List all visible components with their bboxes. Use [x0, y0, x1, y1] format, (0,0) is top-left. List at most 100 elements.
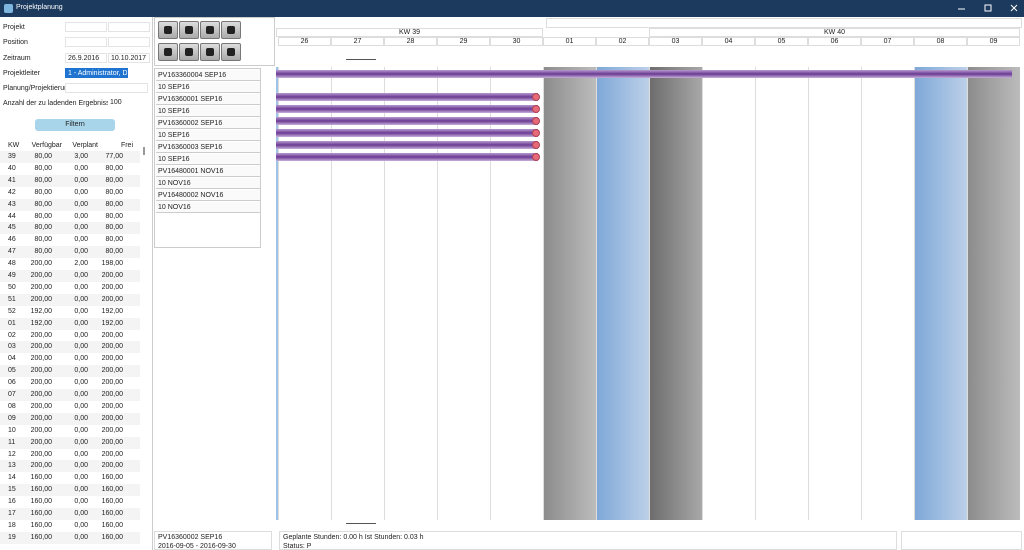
cell: 43	[8, 200, 16, 208]
cell: 0,00	[74, 343, 88, 351]
cell: 0,00	[74, 188, 88, 196]
toolbar-button[interactable]	[158, 21, 178, 39]
cell: 04	[8, 355, 16, 363]
bar	[276, 93, 538, 101]
input[interactable]	[65, 37, 107, 47]
input[interactable]: 100	[108, 98, 150, 108]
cell: 200,00	[101, 367, 123, 375]
cell: 200,00	[30, 355, 52, 363]
cell: 80,00	[34, 188, 52, 196]
task-item[interactable]: PV16360001 SEP16	[156, 94, 260, 105]
cell: 160,00	[30, 498, 52, 506]
toolbar-button[interactable]	[200, 43, 220, 61]
cell: 0,00	[74, 200, 88, 208]
input[interactable]	[108, 22, 150, 32]
cell: 80,00	[105, 212, 123, 220]
cell: 200,00	[101, 450, 123, 458]
task-item[interactable]: PV163360004 SEP16	[156, 70, 260, 81]
cell: 160,00	[30, 474, 52, 482]
task-item[interactable]: PV16360003 SEP16	[156, 142, 260, 153]
h-scroll-thumb[interactable]	[346, 59, 376, 60]
cell: 192,00	[30, 319, 52, 327]
toolbar-button[interactable]	[179, 43, 199, 61]
table-row: 14 160,00 0,00 160,00	[0, 472, 140, 484]
status-hours: Geplante Stunden: 0.00 h Ist Stunden: 0.…	[283, 534, 424, 541]
today-line	[276, 67, 278, 520]
select[interactable]: 1 - Administrator, DB	[65, 68, 128, 78]
day-column	[384, 67, 437, 520]
cell: 49	[8, 272, 16, 279]
task-item[interactable]: 10 NOV16	[156, 178, 260, 189]
column-header: KW	[8, 142, 20, 149]
cell: 0,00	[74, 224, 88, 232]
table-row: 44 80,00 0,00 80,00	[0, 211, 140, 223]
cell: 2,00	[74, 260, 88, 268]
cell: 80,00	[34, 176, 52, 184]
task-item[interactable]: 10 SEP16	[156, 106, 260, 117]
toolbar-button[interactable]	[221, 43, 241, 61]
cell: 16	[8, 498, 16, 506]
task-item[interactable]: PV16360002 SEP16	[156, 118, 260, 129]
cell: 200,00	[30, 462, 52, 470]
cell: 3,00	[74, 153, 88, 160]
date-to[interactable]: 10.10.2017	[108, 53, 150, 63]
cell: 0,00	[74, 367, 88, 375]
toolbar-button[interactable]	[158, 43, 178, 61]
day-column	[914, 67, 967, 520]
select[interactable]	[65, 83, 148, 93]
table-row: 06 200,00 0,00 200,00	[0, 377, 140, 389]
input[interactable]	[65, 22, 107, 32]
cell: 19	[8, 533, 16, 541]
day-column	[967, 67, 1020, 520]
cell: 200,00	[101, 391, 123, 398]
icon	[227, 48, 235, 56]
task-item[interactable]: 10 SEP16	[156, 130, 260, 141]
cell: 0,00	[74, 319, 88, 327]
cell: 80,00	[34, 164, 52, 172]
task-item[interactable]: 10 SEP16	[156, 154, 260, 165]
h-scroll-thumb[interactable]	[346, 523, 376, 524]
cell: 200,00	[30, 450, 52, 458]
table-row: 16 160,00 0,00 160,00	[0, 496, 140, 508]
cell: 200,00	[101, 295, 123, 303]
toolbar-button[interactable]	[200, 21, 220, 39]
cell: 80,00	[105, 176, 123, 184]
task-item[interactable]: 10 SEP16	[156, 82, 260, 93]
day-header: 05	[755, 37, 808, 46]
task-item[interactable]: PV16480002 NOV16	[156, 190, 260, 201]
icon	[185, 26, 193, 34]
cell: 80,00	[105, 236, 123, 244]
cell: 0,00	[74, 176, 88, 184]
toolbar-button[interactable]	[221, 21, 241, 39]
cell: 80,00	[34, 248, 52, 256]
status-task: PV16360002 SEP16	[158, 534, 223, 541]
table-row: 48 200,00 2,00 198,00	[0, 258, 140, 270]
cell: 0,00	[74, 295, 88, 303]
task-item[interactable]: PV16480001 NOV16	[156, 166, 260, 177]
day-column	[702, 67, 755, 520]
input[interactable]	[108, 37, 150, 47]
table-row: 19 160,00 0,00 160,00	[0, 531, 140, 544]
day-header: 30	[490, 37, 543, 46]
label: Projekt	[3, 24, 25, 31]
day-column	[490, 67, 543, 520]
day-column	[755, 67, 808, 520]
toolbar-button[interactable]	[179, 21, 199, 39]
marker	[532, 117, 540, 125]
cell: 40	[8, 164, 16, 172]
filter-button[interactable]: Filtern	[35, 119, 115, 131]
cell: 192,00	[30, 307, 52, 315]
table-row: 52 192,00 0,00 192,00	[0, 306, 140, 318]
cell: 0,00	[74, 355, 88, 363]
date-from[interactable]: 26.9.2016	[65, 53, 107, 63]
cell: 80,00	[105, 248, 123, 256]
cell: 80,00	[34, 212, 52, 220]
task-item[interactable]: 10 NOV16	[156, 202, 260, 213]
cell: 80,00	[105, 200, 123, 208]
window-controls[interactable]	[955, 3, 1020, 14]
cell: 192,00	[101, 319, 123, 327]
cell: 0,00	[74, 212, 88, 220]
cell: 77,00	[105, 153, 123, 160]
cell: 0,00	[74, 438, 88, 446]
